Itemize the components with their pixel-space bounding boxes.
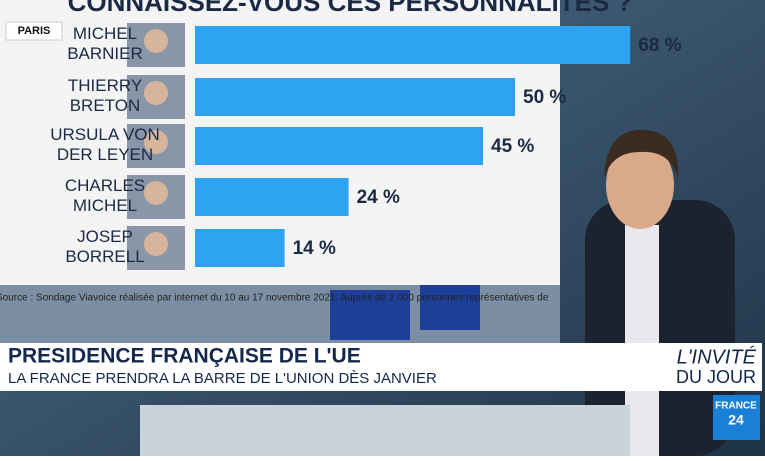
photo-face — [144, 181, 168, 205]
value-label: 14 % — [293, 238, 336, 259]
chart-title: CONNAISSEZ-VOUS CES PERSONNALITÉS ? — [68, 0, 633, 17]
category-label: JOSEP BORRELL — [65, 227, 144, 266]
category-label: MICHEL BARNIER — [67, 24, 143, 63]
show-line2: DU JOUR — [676, 367, 756, 387]
value-label: 24 % — [357, 187, 400, 208]
logo-line1: FRANCE — [715, 401, 757, 412]
desk — [140, 405, 630, 456]
guest-suit — [585, 200, 735, 456]
bar — [195, 78, 515, 116]
eu-flag — [330, 290, 410, 340]
show-box — [650, 343, 762, 391]
bar — [195, 229, 285, 267]
photo-face — [144, 232, 168, 256]
bar — [195, 127, 483, 165]
logo — [713, 395, 760, 440]
value-label: 50 % — [523, 87, 566, 108]
category-label: CHARLES MICHEL — [65, 176, 145, 215]
guest-face — [606, 141, 674, 229]
logo-line2: 24 — [728, 412, 744, 428]
show-line1: L'INVITÉ — [677, 345, 757, 368]
category-label: THIERRY BRETON — [68, 76, 142, 115]
value-label: 45 % — [491, 136, 534, 157]
headline: PRESIDENCE FRANÇAISE DE L'UE — [8, 345, 361, 368]
bar — [195, 26, 631, 64]
value-label: 68 % — [638, 35, 681, 56]
photo-face — [144, 29, 168, 53]
subline: LA FRANCE PRENDRA LA BARRE DE L'UNION DÈ… — [8, 370, 437, 387]
bar-chart: MICHEL BARNIER 68 % THIERRY BRETON 50 % URSULA… — [50, 23, 682, 270]
photo-face — [144, 81, 168, 105]
location-tag — [5, 21, 63, 41]
eu-flag — [420, 285, 480, 330]
source-note: Source : Sondage Viavoice réalisée par i… — [0, 293, 549, 304]
photo-face — [144, 130, 168, 154]
guest-hair — [604, 129, 679, 178]
category-label: URSULA VON DER LEYEN — [50, 125, 160, 164]
guest-shirt — [625, 225, 659, 456]
lower-third — [0, 343, 762, 391]
bar — [195, 178, 349, 216]
location: PARIS — [18, 25, 51, 37]
